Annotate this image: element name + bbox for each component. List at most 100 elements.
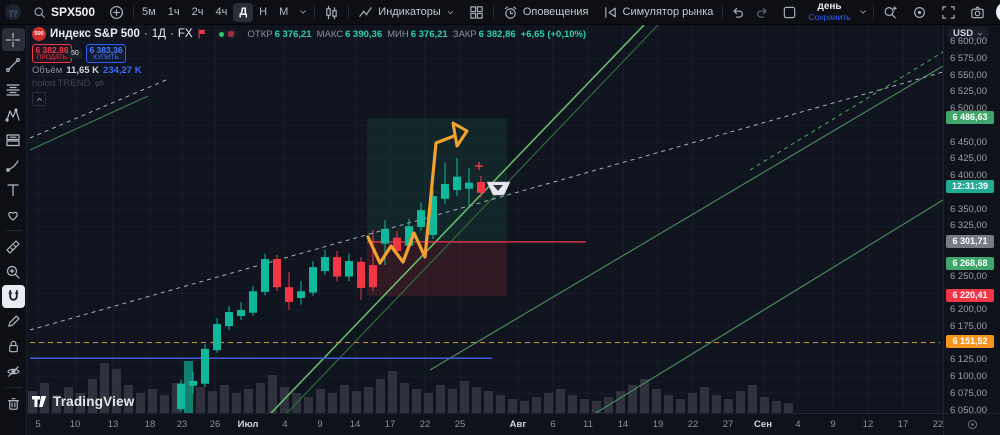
alarm-clock-icon [504,5,517,19]
timeframe-button-М[interactable]: М [279,5,289,18]
replay-button[interactable]: Симулятор рынка [596,0,721,25]
settings-button[interactable] [905,0,934,25]
dot-separator: · [169,28,174,40]
heart-icon [8,211,18,221]
gear-icon [967,419,977,430]
chart-pane[interactable]: 500 Индекс S&P 500 · 1Д · FX ОТКР 6 376,2… [27,25,943,413]
drawing-mode-toggle[interactable] [2,310,25,333]
lock-drawings-button[interactable] [2,335,25,358]
symbol-title[interactable]: Индекс S&P 500 [50,28,140,40]
magnifier-zoom-icon [6,265,20,279]
volume-row: Объём 11,65 K 234,27 K [32,65,586,76]
volume-bar [388,371,397,413]
crosshair-tool[interactable] [1,28,25,51]
eye-hidden-icon[interactable] [94,78,105,89]
interval-label[interactable]: 1Д [151,28,166,40]
ruler-icon [6,239,20,254]
redo-button[interactable] [750,0,775,25]
screenshot-button[interactable] [963,0,992,25]
ohlc-label: ЗАКР [452,28,477,40]
save-layout-dropdown[interactable] [855,0,871,25]
price-tick-label: 6 400,00 [950,170,987,181]
price-axis[interactable]: USD 6 600,00 6 575,00 6 550,00 6 525,00 6 50… [943,25,1000,416]
timeframe-button-5м[interactable]: 5м [142,5,156,18]
plus-circle-icon [110,5,124,19]
timeframe-dropdown[interactable] [294,0,312,25]
spread-value: 50 [68,49,82,58]
redo-arrow-icon [757,7,768,18]
symbol-search-button[interactable]: SPX500 [26,0,102,25]
candle [201,348,209,384]
trend-line[interactable] [250,25,645,413]
separator [872,5,874,19]
pattern-xabcd-tool[interactable] [2,103,25,126]
time-axis[interactable]: 5 10 13 18 23 26 Июл 4 9 14 17 22 25 Авг 6 11 14 19 22 27 Се… [27,413,943,435]
trend-line[interactable] [29,79,167,139]
trend-line[interactable] [29,71,943,331]
brush-tool[interactable] [2,153,25,176]
zoom-tool[interactable] [2,260,25,283]
volume-bar [244,389,253,413]
volume-bar [268,375,277,413]
market-status-indicators[interactable] [213,29,239,39]
axis-settings-corner[interactable] [943,413,1000,435]
fullscreen-button[interactable] [934,0,963,25]
exchange-label[interactable]: FX [177,28,193,40]
trend-line[interactable] [749,51,943,171]
compare-add-symbol-button[interactable] [102,0,131,25]
price-tick-label: 6 200,00 [950,304,987,315]
remove-drawings-button[interactable] [2,392,25,415]
tradingview-menu-logo-icon[interactable] [0,3,26,21]
price-tick-label: 6 075,00 [950,387,987,399]
top-toolbar: SPX500 5м 1ч 2ч 4ч Д Н М Индикаторы [0,0,1000,25]
layout-select-button[interactable] [775,0,804,25]
projection-arrow[interactable] [366,134,456,265]
magnet-mode-toggle[interactable] [1,285,25,308]
trend-line[interactable] [560,199,943,413]
timeframe-button-Д[interactable]: Д [233,2,254,22]
timeframe-button-4ч[interactable]: 4ч [215,5,228,18]
legend-collapse-button[interactable] [32,92,46,106]
save-layout-widget[interactable]: день Сохранить [804,2,854,21]
currency-selector[interactable]: USD [948,27,990,40]
long-position-tool[interactable] [2,128,25,151]
buy-button[interactable]: 6 383,36 КУПИТЬ [86,44,126,63]
sticker-marker-notch [493,185,503,191]
timeframe-button-Н[interactable]: Н [259,5,268,18]
hide-drawings-button[interactable] [2,360,25,383]
trend-line[interactable] [429,65,943,371]
undo-button[interactable] [725,0,750,25]
currency-label: USD [953,28,974,39]
volume-bar [568,395,577,413]
chart-canvas[interactable] [27,25,943,413]
timeframe-button-2ч[interactable]: 2ч [191,5,204,18]
timeframe-button-1ч[interactable]: 1ч [167,5,180,18]
price-tick-label: 6 450,00 [950,136,987,148]
buy-label: КУПИТЬ [93,54,119,61]
volume-bar [592,401,601,413]
sell-button[interactable]: 6 382,86 ПРОДАТЬ [32,44,72,63]
chevron-up-icon [36,97,42,101]
position-forecast-icon [6,133,20,146]
volume-bar [700,387,709,413]
chart-type-button[interactable] [317,0,346,25]
measure-tool[interactable] [2,235,25,258]
trend-line[interactable] [29,95,149,151]
time-tick-label: 4 [282,419,288,430]
text-tool[interactable] [2,178,25,201]
position-stop-zone[interactable] [367,241,507,297]
trend-line[interactable] [266,25,659,413]
quick-search-button[interactable] [876,0,905,25]
alerts-button[interactable]: Оповещения [496,0,596,25]
layout-grid-button[interactable] [462,0,491,25]
publish-button[interactable]: Опубликовать [995,2,1000,22]
time-tick-label: 6 [550,419,556,430]
emoji-tool[interactable] [2,203,25,226]
time-tick-label: 14 [617,419,629,430]
indicators-button[interactable]: Индикаторы [351,0,462,25]
candle [177,383,185,410]
fib-retracement-tool[interactable] [2,78,25,101]
trend-line-tool[interactable] [2,53,25,76]
time-tick-label: 18 [144,419,156,430]
